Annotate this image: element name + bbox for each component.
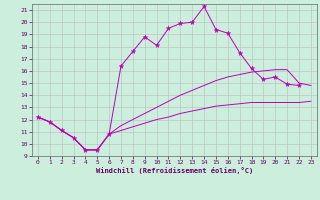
X-axis label: Windchill (Refroidissement éolien,°C): Windchill (Refroidissement éolien,°C) [96,167,253,174]
